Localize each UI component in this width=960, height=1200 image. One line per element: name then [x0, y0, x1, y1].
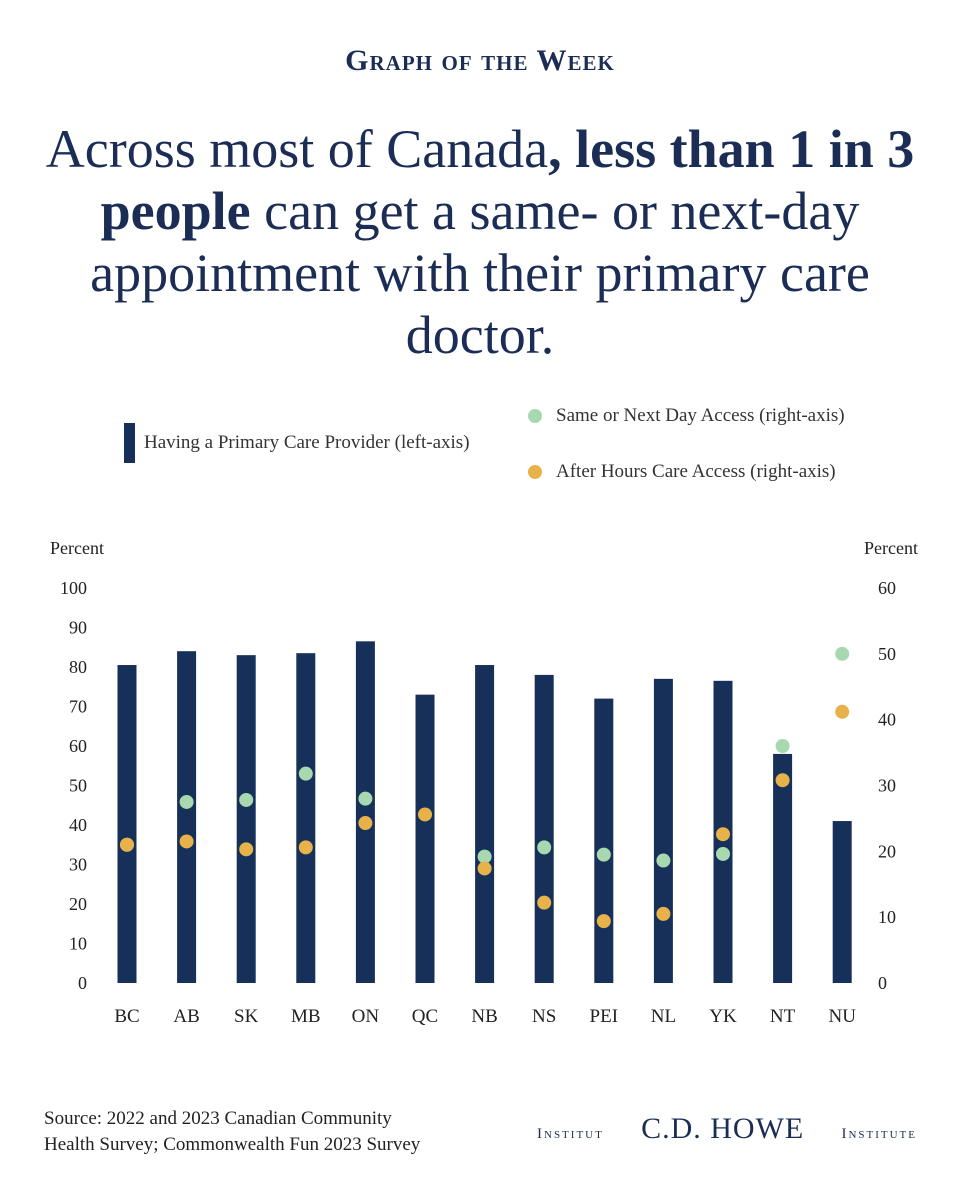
- legend-dot-same-day: [528, 409, 542, 423]
- x-tick-label: NU: [828, 1006, 856, 1027]
- legend-bar-swatch: [124, 423, 135, 463]
- cd-howe-logo: Institut C.D. HOWE Institute: [537, 1112, 917, 1146]
- x-tick-label: NT: [770, 1006, 796, 1027]
- right-tick-label: 20: [878, 841, 896, 861]
- point-same-day: [298, 766, 313, 781]
- bar: [177, 651, 197, 983]
- point-after-hours: [239, 842, 254, 857]
- x-tick-label: AB: [173, 1006, 199, 1027]
- point-same-day: [596, 847, 611, 862]
- bar: [653, 678, 673, 983]
- left-tick-label: 10: [69, 934, 87, 954]
- left-tick-label: 50: [69, 776, 87, 796]
- left-tick-label: 100: [60, 578, 87, 598]
- left-axis-title: Percent: [50, 538, 104, 558]
- x-tick-label: ON: [352, 1006, 380, 1027]
- point-after-hours: [716, 827, 730, 842]
- bar: [117, 665, 137, 983]
- x-tick-label: QC: [412, 1006, 438, 1027]
- right-axis-title: Percent: [864, 538, 918, 558]
- point-after-hours: [358, 816, 373, 831]
- bar: [534, 674, 554, 983]
- point-same-day: [358, 791, 373, 806]
- point-after-hours: [477, 861, 492, 876]
- point-after-hours: [537, 895, 552, 910]
- point-same-day: [835, 646, 850, 661]
- legend-dot-after-hours: [528, 465, 542, 479]
- x-tick-label: BC: [114, 1006, 139, 1027]
- left-tick-label: 40: [69, 815, 87, 835]
- point-same-day: [477, 849, 492, 864]
- left-tick-label: 80: [69, 657, 87, 677]
- point-after-hours: [656, 906, 671, 921]
- right-tick-label: 0: [878, 973, 887, 993]
- bar: [415, 694, 435, 983]
- left-tick-label: 20: [69, 894, 87, 914]
- bar: [296, 653, 316, 983]
- right-tick-label: 50: [878, 644, 896, 664]
- source-line-2: Health Survey; Commonwealth Fun 2023 Sur…: [44, 1134, 421, 1155]
- left-tick-label: 60: [69, 736, 87, 756]
- bar: [832, 821, 852, 983]
- legend-label-primary-care: Having a Primary Care Provider (left-axi…: [144, 432, 470, 453]
- graph-of-the-week-kicker: Graph of the Week: [345, 44, 615, 77]
- x-tick-label: NS: [532, 1006, 556, 1027]
- left-tick-label: 0: [78, 973, 87, 993]
- source-line-1: Source: 2022 and 2023 Canadian Community: [44, 1108, 392, 1129]
- left-tick-label: 70: [69, 697, 87, 717]
- x-tick-label: YK: [709, 1006, 737, 1027]
- left-tick-label: 90: [69, 618, 87, 638]
- point-same-day: [716, 846, 730, 861]
- bar: [355, 641, 375, 983]
- point-after-hours: [835, 704, 850, 719]
- x-tick-label: SK: [234, 1006, 259, 1027]
- point-after-hours: [298, 840, 313, 855]
- point-same-day: [656, 853, 671, 868]
- logo-cd-howe: C.D. HOWE: [641, 1112, 805, 1145]
- legend-label-same-day: Same or Next Day Access (right-axis): [556, 405, 845, 426]
- point-after-hours: [775, 773, 790, 788]
- left-tick-label: 30: [69, 855, 87, 875]
- point-after-hours: [596, 914, 611, 929]
- logo-institut: Institut: [537, 1126, 604, 1142]
- x-tick-label: NB: [471, 1006, 497, 1027]
- right-tick-label: 30: [878, 776, 896, 796]
- logo-institute: Institute: [841, 1126, 917, 1142]
- point-same-day: [775, 739, 790, 753]
- source-note: Source: 2022 and 2023 Canadian Community…: [44, 1106, 504, 1158]
- headline-part1: Across most of Canada: [45, 119, 549, 179]
- headline-bold: , less than 1 in 3 people: [100, 119, 915, 241]
- right-tick-label: 60: [878, 578, 896, 598]
- point-after-hours: [179, 834, 194, 849]
- right-tick-label: 10: [878, 907, 896, 927]
- bar: [475, 665, 495, 983]
- point-same-day: [239, 792, 254, 807]
- bar-chart: Percent Percent 0 10 20 30 40 50 60 70 80 90 100 0 10 2…: [50, 538, 918, 1027]
- bar: [594, 698, 614, 983]
- x-tick-label: PEI: [590, 1006, 619, 1027]
- headline-part2: can get a same- or next-day appointment …: [90, 181, 870, 365]
- point-after-hours: [418, 807, 432, 822]
- x-tick-label: MB: [291, 1006, 321, 1027]
- bar: [773, 753, 793, 983]
- legend-label-after-hours: After Hours Care Access (right-axis): [556, 461, 836, 482]
- point-after-hours: [120, 837, 134, 852]
- point-same-day: [179, 794, 194, 809]
- bar: [236, 655, 256, 983]
- point-same-day: [537, 840, 552, 855]
- x-tick-label: NL: [651, 1006, 676, 1027]
- headline: Across most of Canada, less than 1 in 3 …: [40, 118, 920, 366]
- right-tick-label: 40: [878, 710, 896, 730]
